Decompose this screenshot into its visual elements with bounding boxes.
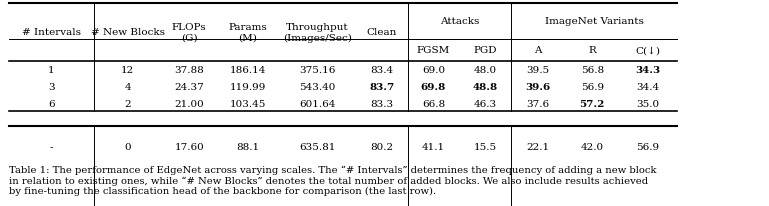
Text: 57.2: 57.2 [580,99,604,108]
Text: FLOPs
(G): FLOPs (G) [171,23,207,42]
Text: 103.45: 103.45 [230,99,266,108]
Text: A: A [534,46,542,55]
Text: # New Blocks: # New Blocks [91,28,165,37]
Text: 15.5: 15.5 [474,142,497,151]
Text: -: - [50,142,53,151]
Text: Clean: Clean [367,28,397,37]
Text: Attacks: Attacks [440,17,479,26]
Text: 80.2: 80.2 [370,142,394,151]
Text: 1: 1 [48,66,55,75]
Text: Params
(M): Params (M) [228,23,268,42]
Text: R: R [588,46,596,55]
Text: 37.88: 37.88 [175,66,204,75]
Text: 6: 6 [48,99,55,108]
Text: 88.1: 88.1 [236,142,260,151]
Text: 119.99: 119.99 [230,82,266,91]
Text: 34.3: 34.3 [635,66,661,75]
Text: 46.3: 46.3 [474,99,497,108]
Text: 37.6: 37.6 [527,99,550,108]
Text: PGD: PGD [474,46,497,55]
Text: 21.00: 21.00 [175,99,204,108]
Text: 56.8: 56.8 [581,66,604,75]
Text: 0: 0 [125,142,131,151]
Text: 12: 12 [121,66,135,75]
Text: 4: 4 [125,82,131,91]
Text: 2: 2 [125,99,131,108]
Text: Table 1: The performance of EdgeNet across varying scales. The “# Intervals” det: Table 1: The performance of EdgeNet acro… [9,165,657,195]
Text: 375.16: 375.16 [299,66,336,75]
Text: 83.3: 83.3 [370,99,394,108]
Text: ImageNet Variants: ImageNet Variants [544,17,644,26]
Text: 69.8: 69.8 [421,82,446,91]
Text: 3: 3 [48,82,55,91]
Text: 34.4: 34.4 [636,82,660,91]
Text: 35.0: 35.0 [636,99,660,108]
Text: 56.9: 56.9 [636,142,660,151]
Text: 56.9: 56.9 [581,82,604,91]
Text: 186.14: 186.14 [230,66,266,75]
Text: 24.37: 24.37 [175,82,204,91]
Text: 69.0: 69.0 [421,66,445,75]
Text: Throughput
(Images/Sec): Throughput (Images/Sec) [283,23,352,42]
Text: 83.7: 83.7 [369,82,394,91]
Text: 17.60: 17.60 [175,142,204,151]
Text: 543.40: 543.40 [299,82,336,91]
Text: 601.64: 601.64 [299,99,336,108]
Text: 39.6: 39.6 [526,82,551,91]
Text: C(↓): C(↓) [635,46,661,55]
Text: 83.4: 83.4 [370,66,394,75]
Text: FGSM: FGSM [417,46,450,55]
Text: 48.0: 48.0 [474,66,497,75]
Text: 42.0: 42.0 [581,142,604,151]
Text: 22.1: 22.1 [527,142,550,151]
Text: # Intervals: # Intervals [22,28,81,37]
Text: 41.1: 41.1 [421,142,445,151]
Text: 39.5: 39.5 [527,66,550,75]
Text: 66.8: 66.8 [421,99,445,108]
Text: 635.81: 635.81 [299,142,336,151]
Text: 48.8: 48.8 [473,82,498,91]
